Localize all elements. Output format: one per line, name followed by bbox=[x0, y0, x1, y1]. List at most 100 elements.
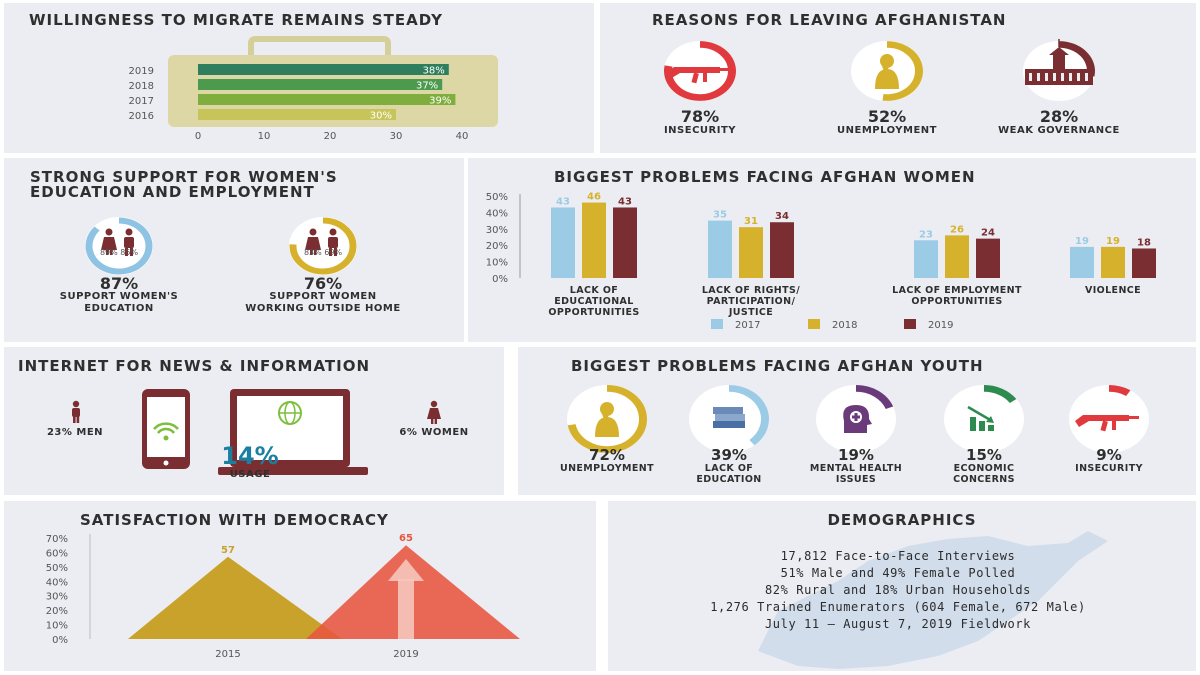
women-ytick: 0% bbox=[492, 274, 508, 285]
youth-label: MENTAL HEALTH bbox=[810, 463, 902, 474]
laptop-icon bbox=[218, 389, 368, 475]
women-category-label: LACK OF bbox=[570, 285, 618, 296]
youth-pct: 9% bbox=[1096, 446, 1121, 464]
women-ytick: 20% bbox=[486, 241, 508, 252]
migrate-bar bbox=[198, 64, 449, 75]
youth-item: 9%INSECURITY bbox=[1069, 384, 1149, 474]
reasons-donut-1 bbox=[851, 41, 923, 101]
youth-title: BIGGEST PROBLEMS FACING AFGHAN YOUTH bbox=[571, 357, 984, 375]
women-ytick: 10% bbox=[486, 258, 508, 269]
women-bar-label: 46 bbox=[587, 192, 601, 203]
donut-arc bbox=[567, 385, 647, 453]
democracy-ytick: 70% bbox=[46, 534, 68, 545]
women-bar bbox=[551, 207, 575, 278]
democracy-xtick: 2019 bbox=[393, 649, 418, 660]
women-ytick: 40% bbox=[486, 208, 508, 219]
women-bar bbox=[708, 220, 732, 278]
women-category-label: LACK OF EMPLOYMENT bbox=[892, 285, 1022, 296]
women-support-panel: STRONG SUPPORT FOR WOMEN'S EDUCATION AND… bbox=[4, 158, 464, 342]
women-bar-label: 31 bbox=[744, 216, 758, 227]
phone-icon bbox=[142, 389, 190, 469]
up-arrow-icon bbox=[388, 559, 424, 639]
women-bar-label: 43 bbox=[556, 196, 570, 207]
women-bar-label: 19 bbox=[1106, 236, 1120, 247]
women-legend-swatch bbox=[711, 319, 723, 329]
afghanistan-map-icon bbox=[758, 531, 1108, 669]
women-support-label-0b: EDUCATION bbox=[84, 303, 154, 314]
rifle-icon bbox=[666, 67, 730, 84]
head-medical-icon bbox=[843, 405, 872, 433]
migrate-xtick: 20 bbox=[324, 131, 337, 142]
women-bar-label: 19 bbox=[1075, 236, 1089, 247]
youth-label: LACK OF bbox=[705, 463, 753, 474]
migrate-chart: 2019 38% 2018 37% 2017 39% 2016 30% 0 10 20 30 40 bbox=[129, 36, 498, 142]
youth-label: ISSUES bbox=[836, 474, 876, 485]
women-legend-swatch bbox=[808, 319, 820, 329]
donut-arc bbox=[289, 217, 357, 275]
democracy-ytick: 60% bbox=[46, 548, 68, 559]
women-bar bbox=[739, 227, 763, 278]
reasons-label-1: UNEMPLOYMENT bbox=[837, 125, 937, 136]
women-support-title-1: STRONG SUPPORT FOR WOMEN'S bbox=[30, 168, 338, 186]
women-category-label: JUSTICE bbox=[728, 307, 773, 318]
women-bar bbox=[770, 222, 794, 278]
internet-panel: INTERNET FOR NEWS & INFORMATION bbox=[4, 347, 504, 495]
women-bar-label: 18 bbox=[1137, 237, 1151, 248]
declining-chart-icon bbox=[967, 405, 994, 431]
women-bar-label: 26 bbox=[950, 224, 964, 235]
reasons-pct-1: 52% bbox=[867, 107, 907, 126]
migrate-xtick: 0 bbox=[195, 131, 201, 142]
demographics-line-2: 82% Rural and 18% Urban Households bbox=[764, 583, 1032, 597]
donut-arc bbox=[983, 384, 1017, 404]
women-category-label: LACK OF RIGHTS/ bbox=[702, 285, 800, 296]
youth-label: UNEMPLOYMENT bbox=[560, 463, 654, 474]
women-bar bbox=[1070, 246, 1094, 278]
migrate-bar bbox=[198, 94, 456, 105]
donut-bg bbox=[944, 385, 1024, 453]
demographics-line-4: July 11 — August 7, 2019 Fieldwork bbox=[764, 617, 1032, 631]
democracy-value-label: 57 bbox=[221, 545, 235, 556]
women-bar bbox=[1132, 248, 1156, 278]
women-problems-panel: BIGGEST PROBLEMS FACING AFGHAN WOMEN 50%… bbox=[468, 158, 1196, 342]
youth-label: INSECURITY bbox=[1075, 463, 1143, 474]
women-support-label-1a: SUPPORT WOMEN bbox=[269, 291, 377, 302]
women-legend-label: 2019 bbox=[928, 320, 953, 331]
women-ytick: 50% bbox=[486, 192, 508, 203]
donut-arc bbox=[85, 217, 153, 275]
worried-person-icon bbox=[595, 402, 619, 437]
parliament-building-icon bbox=[1025, 39, 1093, 85]
women-support-donut-1 bbox=[289, 217, 357, 275]
women-bar-label: 34 bbox=[775, 211, 789, 222]
migrate-bar bbox=[198, 79, 443, 90]
books-icon bbox=[713, 407, 745, 428]
women-problems-chart: 50% 40% 30% 20% 10% 0% 43 35 23 19 46 31 26 19 43 34 24 1… bbox=[486, 192, 1156, 331]
internet-men: 23% MEN bbox=[46, 427, 104, 438]
women-problems-title: BIGGEST PROBLEMS FACING AFGHAN WOMEN bbox=[554, 168, 976, 186]
migrate-year-label: 2019 bbox=[129, 66, 154, 77]
democracy-title: SATISFACTION WITH DEMOCRACY bbox=[80, 511, 389, 529]
man-icon bbox=[72, 400, 80, 423]
women-support-title-2: EDUCATION AND EMPLOYMENT bbox=[30, 183, 315, 201]
migrate-bar bbox=[198, 109, 396, 120]
democracy-ytick: 40% bbox=[46, 577, 68, 588]
women-support-label-0a: SUPPORT WOMEN'S bbox=[59, 291, 179, 302]
women-support-sub-1: 83% 69% bbox=[303, 248, 343, 257]
women-support-donut-0 bbox=[85, 217, 153, 275]
democracy-xtick: 2015 bbox=[215, 649, 240, 660]
youth-label: EDUCATION bbox=[696, 474, 761, 485]
democracy-chart: 70% 60% 50% 40% 30% 20% 10% 0% 57 2015 65 2019 bbox=[46, 533, 520, 660]
women-bar bbox=[1101, 246, 1125, 278]
youth-pct: 19% bbox=[838, 446, 874, 464]
donut-arc bbox=[1108, 384, 1131, 397]
migrate-panel: WILLINGNESS TO MIGRATE REMAINS STEADY 20… bbox=[4, 3, 594, 153]
internet-title: INTERNET FOR NEWS & INFORMATION bbox=[18, 357, 371, 375]
youth-pct: 72% bbox=[589, 446, 625, 464]
migrate-title: WILLINGNESS TO MIGRATE REMAINS STEADY bbox=[29, 11, 443, 29]
women-support-label-1b: WORKING OUTSIDE HOME bbox=[245, 303, 401, 314]
reasons-label-0: INSECURITY bbox=[663, 125, 737, 136]
demographics-panel: DEMOGRAPHICS 17,812 Face-to-Face Intervi… bbox=[608, 501, 1196, 671]
women-bar-label: 35 bbox=[713, 210, 727, 221]
women-support-pct-1: 76% bbox=[303, 274, 343, 293]
women-bar bbox=[582, 202, 606, 278]
